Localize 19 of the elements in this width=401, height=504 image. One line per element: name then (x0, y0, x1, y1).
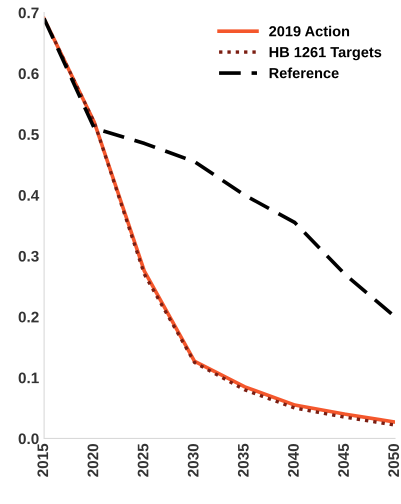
y-tick-label: 0.5 (18, 129, 39, 140)
x-tick-label: 2030 (188, 444, 199, 477)
y-tick-label: 0.2 (18, 312, 39, 322)
x-tick-label: 2040 (288, 444, 299, 477)
legend-label: HB 1261 Targets (270, 46, 382, 60)
x-tick-label: 2015 (37, 444, 48, 477)
x-tick-label: 2045 (338, 444, 349, 477)
y-tick-label: 0.7 (18, 7, 39, 18)
x-tick-label: 2020 (88, 444, 98, 477)
y-tick-label: 0.0 (18, 433, 39, 444)
legend-label: 2019 Action (269, 26, 350, 36)
y-tick-label: 0.3 (18, 250, 39, 262)
y-tick-label: 0.6 (18, 68, 39, 80)
x-tick-label: 2025 (138, 444, 148, 477)
x-tick-label: 2050 (388, 444, 400, 477)
x-tick-label: 2035 (238, 444, 249, 477)
y-tick-label: 0.1 (18, 372, 39, 384)
legend-label: Reference (270, 68, 339, 78)
y-tick-label: 0.4 (18, 190, 40, 201)
